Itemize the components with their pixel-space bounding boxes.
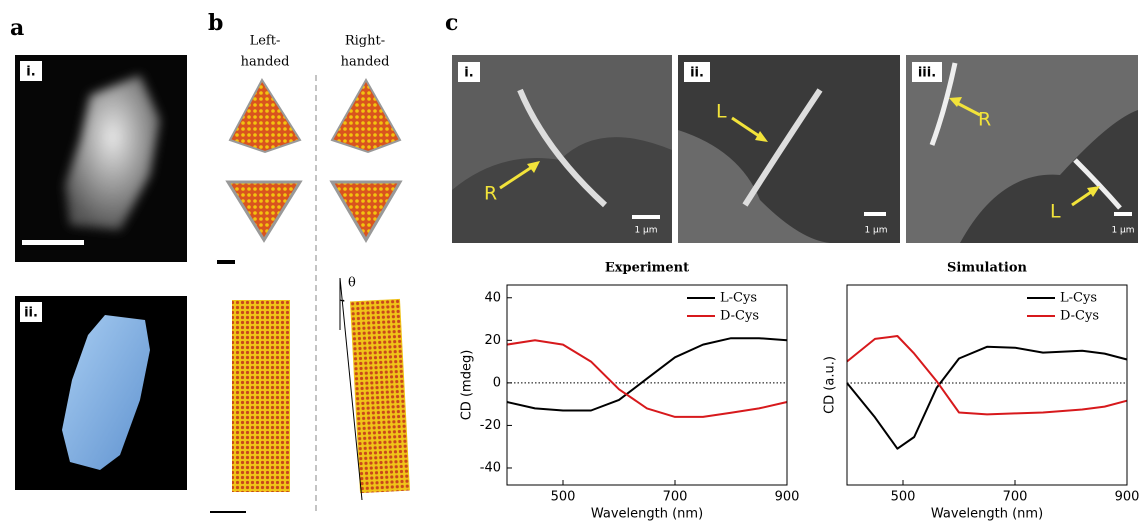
- image-label: iii.: [918, 66, 936, 81]
- chart-title: Simulation: [947, 261, 1028, 276]
- annotation: R: [978, 109, 991, 131]
- scale-bar: [1114, 212, 1132, 216]
- scale-bar: [22, 240, 84, 245]
- column-header: Left-: [250, 34, 281, 49]
- x-tick-label: 700: [1003, 490, 1028, 505]
- legend-label: D-Cys: [720, 309, 759, 324]
- scale-bar: [632, 215, 660, 219]
- legend-label: L-Cys: [1060, 291, 1097, 306]
- rod: [232, 300, 290, 492]
- image-label: i.: [464, 66, 473, 81]
- y-tick-label: 0: [493, 375, 501, 390]
- annotation: L: [716, 101, 727, 123]
- x-tick-label: 900: [1115, 490, 1140, 505]
- y-axis-title: CD (a.u.): [823, 356, 838, 414]
- scale-label: 1 μm: [1111, 226, 1134, 236]
- angle-label: θ: [348, 276, 356, 291]
- annotation: L: [1050, 201, 1061, 223]
- pyramid: [230, 80, 300, 152]
- scale-label: 1 μm: [634, 226, 657, 236]
- legend-label: L-Cys: [720, 291, 757, 306]
- image-label: ii.: [690, 66, 704, 81]
- pyramid: [228, 182, 300, 240]
- scale-bar: [217, 260, 235, 264]
- pyramid: [332, 80, 400, 152]
- panel-label: b: [208, 10, 223, 36]
- x-axis-title: Wavelength (nm): [591, 507, 703, 522]
- angle-arc: [340, 300, 344, 301]
- rod: [350, 299, 410, 493]
- chart-title: Experiment: [605, 261, 689, 276]
- image-label: ii.: [24, 306, 38, 321]
- image-label: i.: [26, 65, 35, 80]
- x-tick-label: 500: [891, 490, 916, 505]
- column-header: Right-: [345, 34, 385, 49]
- data-line: [507, 338, 787, 410]
- column-header: handed: [341, 55, 390, 70]
- annotation: R: [484, 183, 497, 205]
- pyramid: [332, 182, 400, 240]
- x-tick-label: 700: [663, 490, 688, 505]
- column-header: handed: [241, 55, 290, 70]
- scale-bar: [864, 212, 886, 216]
- figure: a i. ii. b Left- handed Right- handed θ …: [0, 0, 1141, 522]
- panel-label: c: [445, 10, 458, 36]
- y-tick-label: 40: [484, 290, 501, 305]
- y-tick-label: -40: [480, 460, 501, 475]
- scale-bar: [210, 511, 246, 513]
- scale-label: 1 μm: [864, 226, 887, 236]
- y-tick-label: -20: [480, 418, 501, 433]
- data-line: [847, 347, 1127, 449]
- legend-label: D-Cys: [1060, 309, 1099, 324]
- x-tick-label: 500: [551, 490, 576, 505]
- x-axis-title: Wavelength (nm): [931, 507, 1043, 522]
- panel-label: a: [10, 15, 24, 41]
- y-tick-label: 20: [484, 333, 501, 348]
- y-axis-title: CD (mdeg): [460, 350, 475, 421]
- x-tick-label: 900: [775, 490, 800, 505]
